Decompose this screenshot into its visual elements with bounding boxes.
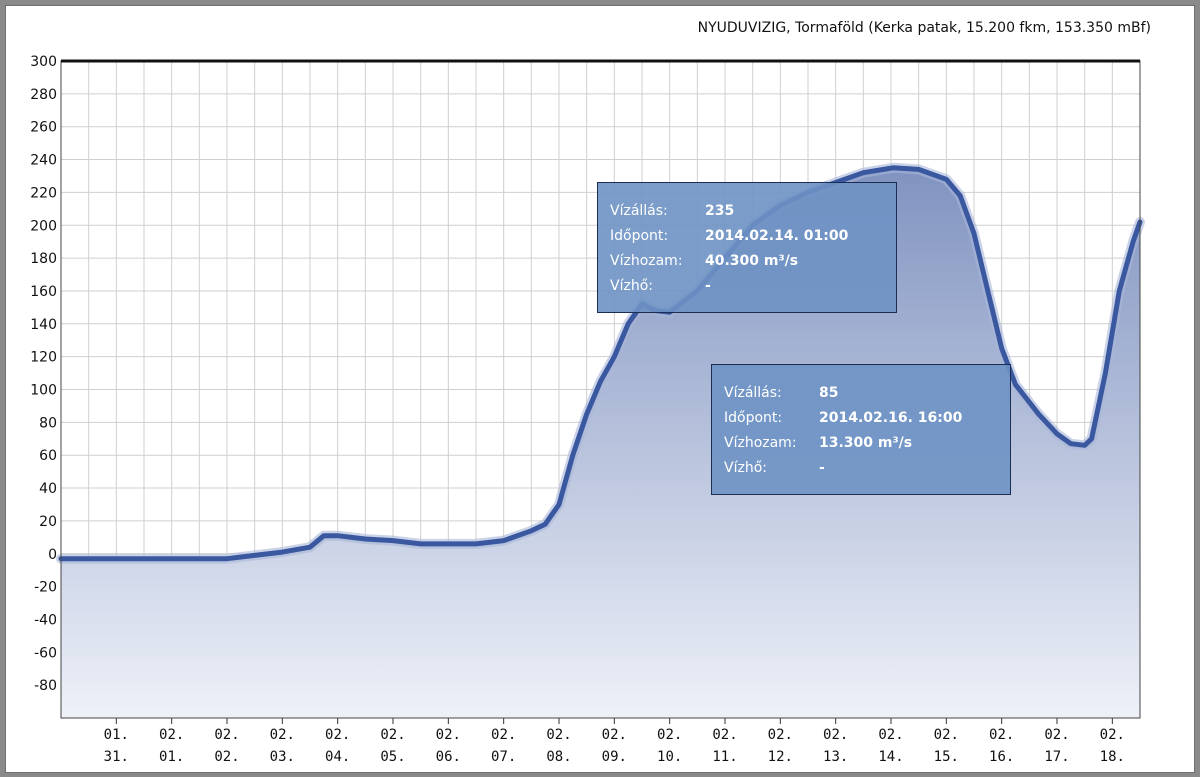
x-tick-day: 14. <box>878 749 903 765</box>
tooltip-label: Vízhozam: <box>610 253 683 269</box>
tooltip-value: - <box>705 278 711 294</box>
x-tick-day: 04. <box>325 749 350 765</box>
x-tick-day: 11. <box>712 749 737 765</box>
y-tick-label: 160 <box>30 284 57 300</box>
y-tick-label: 140 <box>30 317 57 333</box>
tooltip-label: Vízhő: <box>724 460 767 476</box>
x-tick-day: 07. <box>491 749 516 765</box>
x-tick-month: 02. <box>491 727 516 743</box>
x-tick-day: 31. <box>104 749 129 765</box>
y-tick-label: 120 <box>30 350 57 366</box>
y-tick-label: 60 <box>39 448 57 464</box>
tooltip-label: Vízhozam: <box>724 435 797 451</box>
water-level-chart: NYUDUVIZIG, Tormaföld (Kerka patak, 15.2… <box>30 20 1151 765</box>
x-tick-day: 02. <box>214 749 239 765</box>
y-tick-label: 20 <box>39 514 57 530</box>
chart-frame: NYUDUVIZIG, Tormaföld (Kerka patak, 15.2… <box>5 5 1195 773</box>
x-tick-month: 02. <box>270 727 295 743</box>
x-tick-month: 02. <box>657 727 682 743</box>
y-tick-label: -20 <box>34 580 57 596</box>
tooltip-label: Időpont: <box>610 228 669 244</box>
y-tick-label: 40 <box>39 481 57 497</box>
y-tick-label: 280 <box>30 87 57 103</box>
tooltip-value: 2014.02.16. 16:00 <box>819 410 963 426</box>
x-tick-month: 02. <box>214 727 239 743</box>
x-tick-day: 03. <box>270 749 295 765</box>
y-tick-label: 0 <box>48 547 57 563</box>
y-tick-label: -40 <box>34 612 57 628</box>
x-tick-month: 02. <box>712 727 737 743</box>
data-tooltip-low: Vízállás: 85 Időpont: 2014.02.16. 16:00 Ví… <box>711 364 1011 495</box>
x-tick-month: 02. <box>436 727 461 743</box>
chart-title: NYUDUVIZIG, Tormaföld (Kerka patak, 15.2… <box>698 20 1151 36</box>
tooltip-value: 85 <box>819 385 839 401</box>
x-tick-day: 10. <box>657 749 682 765</box>
y-tick-label: 240 <box>30 153 57 169</box>
y-tick-label: 260 <box>30 120 57 136</box>
y-tick-label: 200 <box>30 218 57 234</box>
x-tick-month: 02. <box>768 727 793 743</box>
x-tick-day: 08. <box>546 749 571 765</box>
tooltip-label: Vízállás: <box>724 385 782 401</box>
tooltip-label: Vízhő: <box>610 278 653 294</box>
y-tick-label: 220 <box>30 185 57 201</box>
x-tick-day: 01. <box>159 749 184 765</box>
x-tick-day: 13. <box>823 749 848 765</box>
x-tick-month: 02. <box>1100 727 1125 743</box>
y-tick-label: -60 <box>34 645 57 661</box>
x-tick-month: 02. <box>989 727 1014 743</box>
y-tick-label: -80 <box>34 678 57 694</box>
x-tick-day: 09. <box>602 749 627 765</box>
x-tick-month: 02. <box>602 727 627 743</box>
data-tooltip-peak: Vízállás: 235 Időpont: 2014.02.14. 01:00 V… <box>597 182 897 313</box>
x-tick-day: 12. <box>768 749 793 765</box>
tooltip-label: Időpont: <box>724 410 783 426</box>
x-tick-month: 02. <box>546 727 571 743</box>
x-tick-month: 02. <box>934 727 959 743</box>
x-tick-month: 02. <box>823 727 848 743</box>
y-tick-label: 100 <box>30 383 57 399</box>
x-tick-day: 06. <box>436 749 461 765</box>
y-tick-label: 180 <box>30 251 57 267</box>
tooltip-label: Vízállás: <box>610 203 668 219</box>
x-tick-day: 18. <box>1100 749 1125 765</box>
tooltip-value: 235 <box>705 203 735 219</box>
tooltip-value: - <box>819 460 825 476</box>
x-tick-day: 15. <box>934 749 959 765</box>
x-tick-month: 02. <box>380 727 405 743</box>
x-tick-day: 16. <box>989 749 1014 765</box>
x-tick-day: 05. <box>380 749 405 765</box>
y-tick-label: 80 <box>39 415 57 431</box>
tooltip-value: 13.300 m³/s <box>819 435 913 451</box>
x-tick-month: 02. <box>325 727 350 743</box>
x-tick-month: 02. <box>159 727 184 743</box>
tooltip-value: 40.300 m³/s <box>705 253 799 269</box>
x-tick-day: 17. <box>1044 749 1069 765</box>
tooltip-value: 2014.02.14. 01:00 <box>705 228 849 244</box>
x-tick-month: 01. <box>104 727 129 743</box>
x-tick-month: 02. <box>1044 727 1069 743</box>
y-tick-label: 300 <box>30 54 57 70</box>
x-tick-month: 02. <box>878 727 903 743</box>
